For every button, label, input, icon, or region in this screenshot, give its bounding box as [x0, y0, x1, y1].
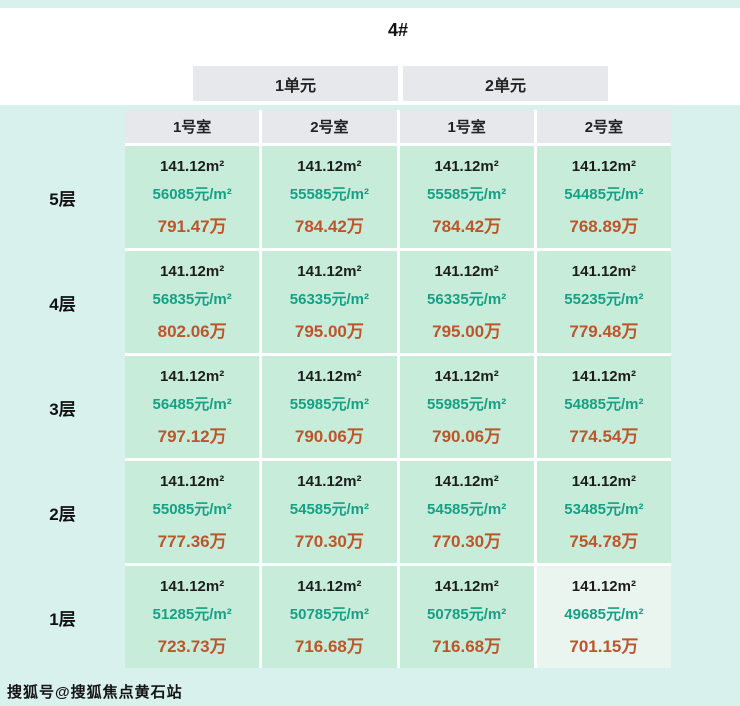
- price-cell: 141.12m² 53485元/m² 754.78万: [536, 461, 671, 563]
- total-price-text: 774.54万: [569, 426, 639, 446]
- price-cell: 141.12m² 55585元/m² 784.42万: [262, 146, 397, 248]
- unit-price-text: 53485元/m²: [564, 500, 644, 518]
- total-price-text: 791.47万: [157, 216, 227, 236]
- floor-label-3: 3层: [49, 399, 76, 419]
- unit-price-text: 55585元/m²: [289, 185, 369, 203]
- area-text: 141.12m²: [160, 577, 225, 595]
- area-text: 141.12m²: [160, 157, 225, 175]
- total-price-text: 701.15万: [569, 636, 639, 656]
- unit-price-text: 55985元/m²: [289, 395, 369, 413]
- area-text: 141.12m²: [434, 157, 499, 175]
- unit-price-text: 55235元/m²: [564, 290, 644, 308]
- price-cell: 141.12m² 56085元/m² 791.47万: [125, 146, 260, 248]
- building-title: 4#: [387, 20, 409, 40]
- total-price-text: 795.00万: [294, 321, 364, 341]
- total-price-text: 716.68万: [432, 636, 502, 656]
- price-cell: 141.12m² 55585元/m² 784.42万: [399, 146, 534, 248]
- unit-price-text: 56335元/m²: [289, 290, 369, 308]
- unit-price-text: 49685元/m²: [564, 605, 644, 623]
- area-text: 141.12m²: [571, 262, 636, 280]
- floor-label-4: 4层: [49, 294, 76, 314]
- total-price-text: 784.42万: [294, 216, 364, 236]
- area-text: 141.12m²: [571, 367, 636, 385]
- area-text: 141.12m²: [571, 157, 636, 175]
- price-cell: 141.12m² 55985元/m² 790.06万: [399, 356, 534, 458]
- price-grid: 1号室 2号室 1号室 2号室 141.12m² 56085元/m² 791.4…: [125, 110, 671, 668]
- price-cell: 141.12m² 54885元/m² 774.54万: [536, 356, 671, 458]
- unit-price-text: 54885元/m²: [564, 395, 644, 413]
- total-price-text: 768.89万: [569, 216, 639, 236]
- total-price-text: 770.30万: [432, 531, 502, 551]
- total-price-text: 784.42万: [432, 216, 502, 236]
- unit-header-2: 2单元: [403, 66, 608, 101]
- price-cell: 141.12m² 50785元/m² 716.68万: [399, 566, 534, 668]
- unit-price-text: 50785元/m²: [427, 605, 507, 623]
- total-price-text: 802.06万: [157, 321, 227, 341]
- unit-price-text: 56485元/m²: [152, 395, 232, 413]
- floor-label-2: 2层: [49, 504, 76, 524]
- unit-price-text: 55585元/m²: [427, 185, 507, 203]
- area-text: 141.12m²: [297, 157, 362, 175]
- floor-label-5: 5层: [49, 189, 76, 209]
- total-price-text: 797.12万: [157, 426, 227, 446]
- unit-price-text: 54585元/m²: [289, 500, 369, 518]
- area-text: 141.12m²: [434, 367, 499, 385]
- total-price-text: 777.36万: [157, 531, 227, 551]
- unit-price-text: 54485元/m²: [564, 185, 644, 203]
- unit-price-text: 56335元/m²: [427, 290, 507, 308]
- unit-price-text: 56085元/m²: [152, 185, 232, 203]
- price-cell: 141.12m² 56485元/m² 797.12万: [125, 356, 260, 458]
- area-text: 141.12m²: [297, 472, 362, 490]
- unit-price-text: 54585元/m²: [427, 500, 507, 518]
- area-text: 141.12m²: [571, 472, 636, 490]
- area-text: 141.12m²: [434, 262, 499, 280]
- floor-label-1: 1层: [49, 609, 76, 629]
- total-price-text: 754.78万: [569, 531, 639, 551]
- total-price-text: 790.06万: [294, 426, 364, 446]
- price-cell: 141.12m² 55235元/m² 779.48万: [536, 251, 671, 353]
- price-cell: 141.12m² 54485元/m² 768.89万: [536, 146, 671, 248]
- total-price-text: 779.48万: [569, 321, 639, 341]
- watermark-text: 搜狐号@搜狐焦点黄石站: [7, 684, 183, 701]
- price-cell: 141.12m² 49685元/m² 701.15万: [536, 566, 671, 668]
- room-header: 1号室: [125, 110, 260, 143]
- unit-price-text: 50785元/m²: [289, 605, 369, 623]
- room-header: 2号室: [262, 110, 397, 143]
- price-cell: 141.12m² 56335元/m² 795.00万: [399, 251, 534, 353]
- room-header: 2号室: [536, 110, 671, 143]
- price-cell: 141.12m² 50785元/m² 716.68万: [262, 566, 397, 668]
- total-price-text: 716.68万: [294, 636, 364, 656]
- area-text: 141.12m²: [297, 262, 362, 280]
- unit-header-row: 1单元 2单元: [193, 66, 608, 101]
- unit-price-text: 55985元/m²: [427, 395, 507, 413]
- room-header: 1号室: [399, 110, 534, 143]
- unit-price-text: 56835元/m²: [152, 290, 232, 308]
- price-cell: 141.12m² 51285元/m² 723.73万: [125, 566, 260, 668]
- total-price-text: 795.00万: [432, 321, 502, 341]
- price-cell: 141.12m² 55985元/m² 790.06万: [262, 356, 397, 458]
- price-cell: 141.12m² 54585元/m² 770.30万: [262, 461, 397, 563]
- area-text: 141.12m²: [571, 577, 636, 595]
- price-cell: 141.12m² 54585元/m² 770.30万: [399, 461, 534, 563]
- area-text: 141.12m²: [297, 367, 362, 385]
- unit-price-text: 55085元/m²: [152, 500, 232, 518]
- area-text: 141.12m²: [160, 367, 225, 385]
- area-text: 141.12m²: [160, 472, 225, 490]
- unit-price-text: 51285元/m²: [152, 605, 232, 623]
- total-price-text: 790.06万: [432, 426, 502, 446]
- area-text: 141.12m²: [434, 472, 499, 490]
- unit-header-1: 1单元: [193, 66, 398, 101]
- area-text: 141.12m²: [160, 262, 225, 280]
- price-cell: 141.12m² 56335元/m² 795.00万: [262, 251, 397, 353]
- price-cell: 141.12m² 55085元/m² 777.36万: [125, 461, 260, 563]
- area-text: 141.12m²: [297, 577, 362, 595]
- price-cell: 141.12m² 56835元/m² 802.06万: [125, 251, 260, 353]
- total-price-text: 723.73万: [157, 636, 227, 656]
- area-text: 141.12m²: [434, 577, 499, 595]
- total-price-text: 770.30万: [294, 531, 364, 551]
